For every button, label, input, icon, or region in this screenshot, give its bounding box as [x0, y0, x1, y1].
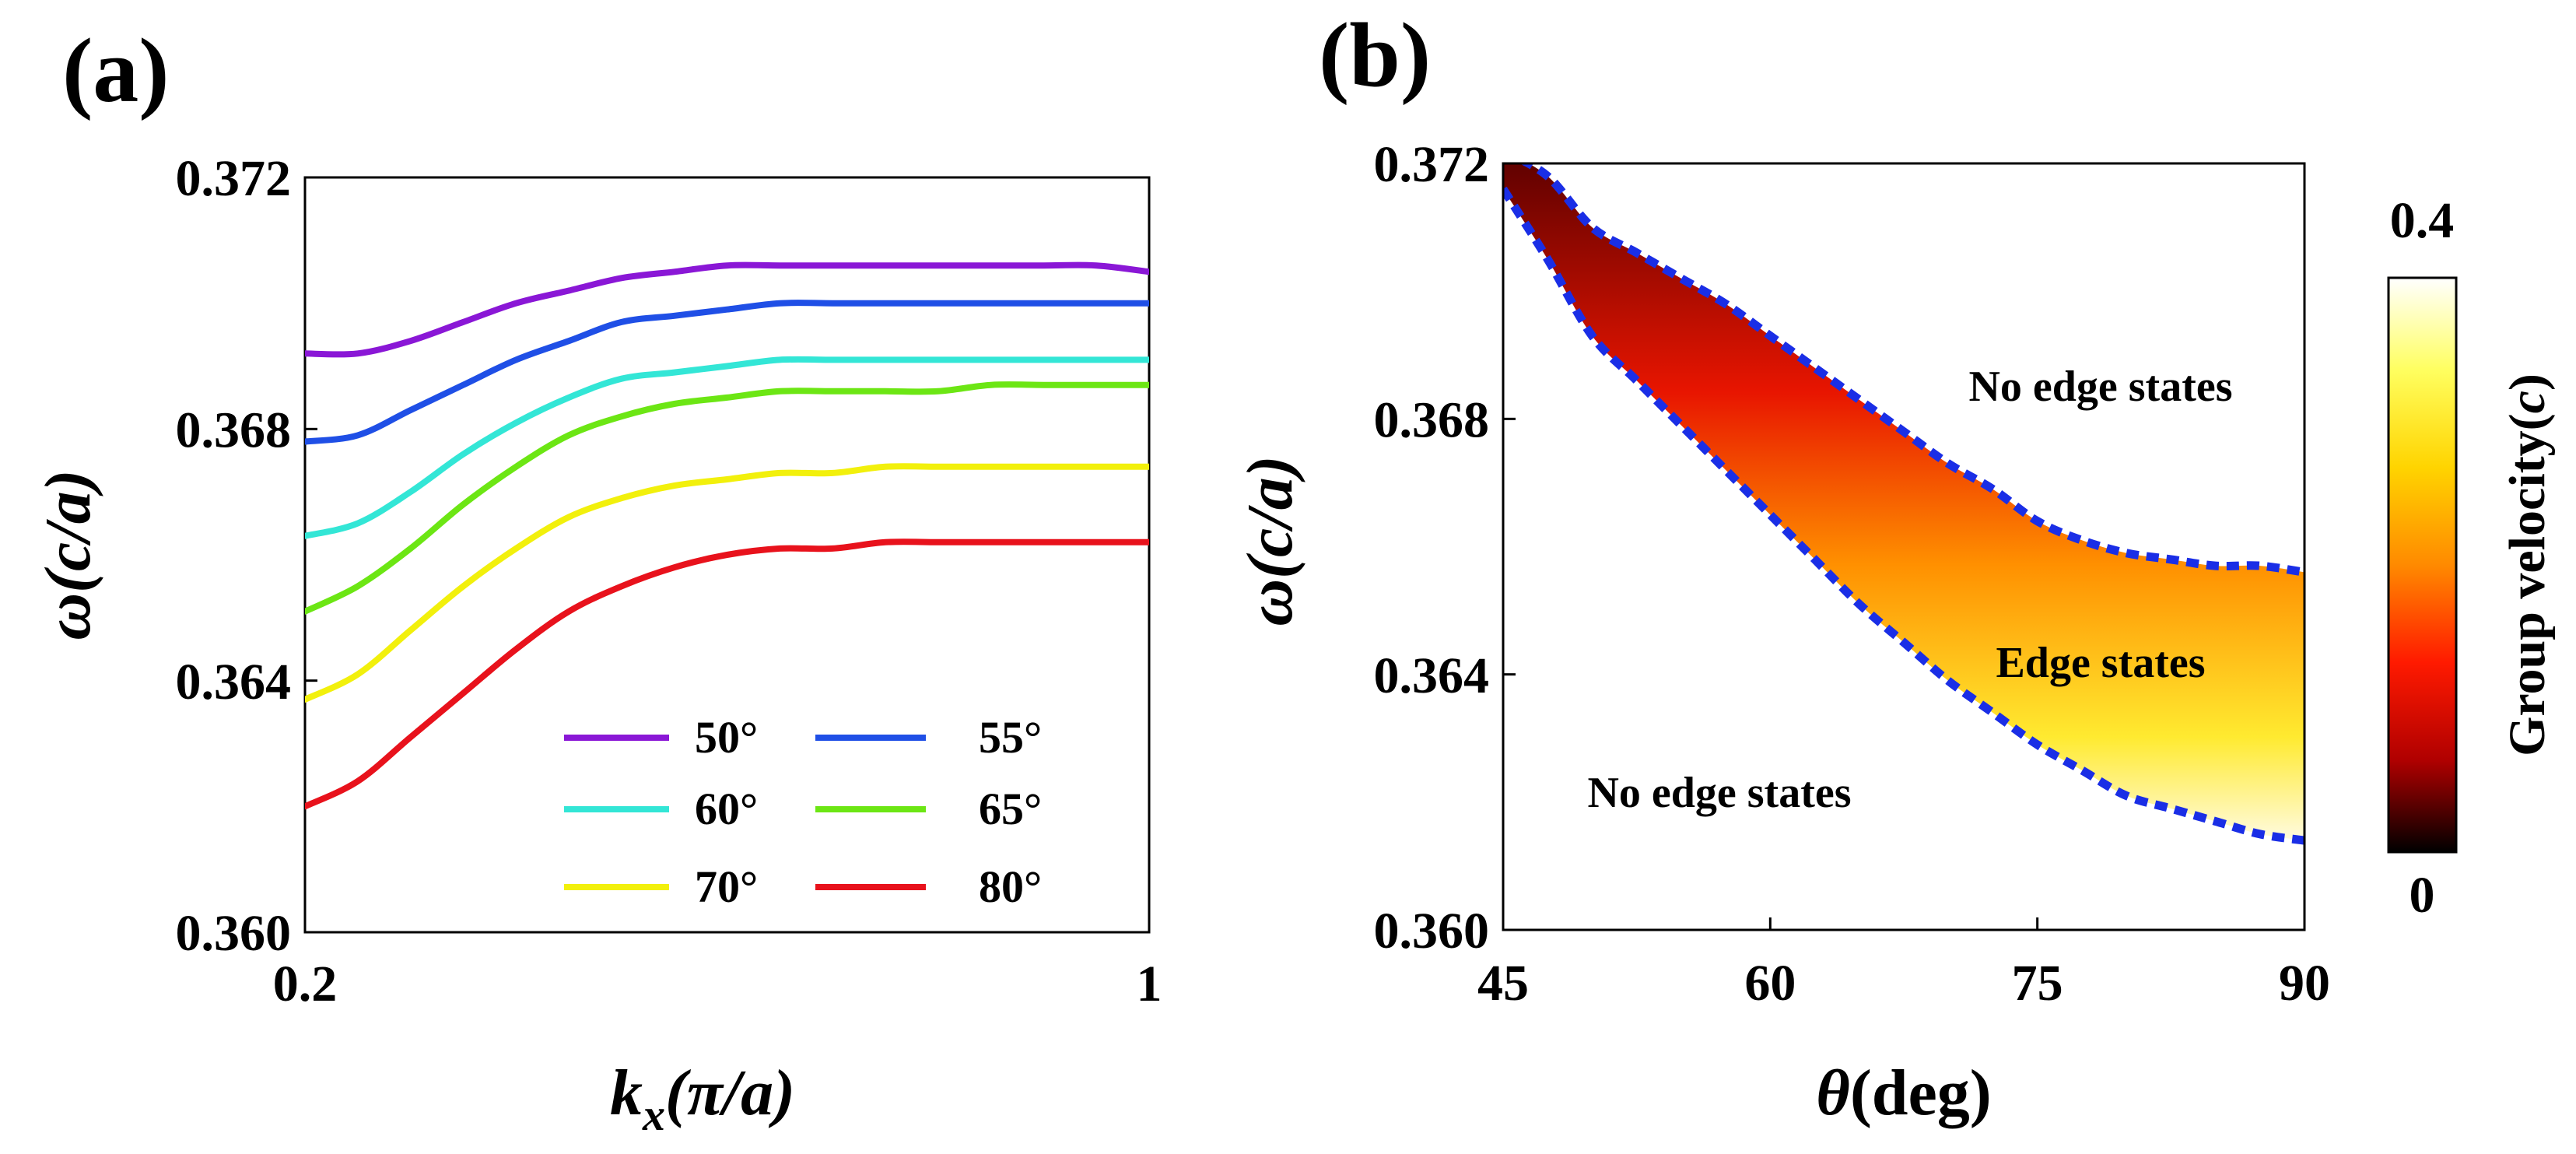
legend-label-55: 55° — [979, 712, 1042, 763]
series-line-0 — [305, 261, 1149, 358]
panel-b-y-axis-label: ω(c/a) — [1234, 455, 1306, 626]
series-line-2 — [305, 356, 1149, 539]
legend-label-60: 60° — [695, 784, 758, 834]
panel-b-label: (b) — [1319, 4, 1431, 106]
panel-a-x-axis-label: kx(π/a) — [610, 1057, 795, 1140]
legend-label-50: 50° — [695, 712, 758, 763]
x-tick-label: 1 — [1137, 956, 1162, 1012]
panel-b-x-ticks: 45 60 75 90 — [1477, 917, 2330, 1012]
y-tick-label: 0.360 — [1374, 903, 1490, 959]
panel-a-legend: 50° 55° 60° 65° 70° 80° — [564, 712, 1042, 912]
annotation-lower-region: No edge states — [1587, 769, 1851, 817]
colorbar: 0.4 0 Group velocity(c) — [2387, 192, 2556, 924]
y-tick-label: 0.360 — [176, 905, 292, 962]
lower-boundary-line — [1503, 186, 2304, 845]
x-tick-label: 0.2 — [273, 956, 338, 1012]
colorbar-max-label: 0.4 — [2390, 192, 2455, 249]
series-line-5 — [305, 538, 1149, 810]
edge-state-band — [1503, 163, 2304, 841]
panel-a-label: (a) — [62, 19, 170, 121]
series-line-4 — [305, 463, 1149, 703]
y-tick-label: 0.368 — [1374, 391, 1490, 448]
panel-b-x-axis-label: θ(deg) — [1816, 1057, 1992, 1129]
y-tick-label: 0.368 — [176, 402, 292, 458]
series-line-1 — [305, 300, 1149, 445]
legend-entry-50: 50° — [564, 712, 758, 763]
panel-a-series — [305, 261, 1149, 810]
panel-b-frame — [1502, 162, 2306, 931]
annotation-upper-region: No edge states — [1968, 363, 2232, 411]
upper-boundary-line — [1519, 163, 2304, 577]
panel-b-plot-area — [1503, 163, 2304, 845]
annotation-band-region: Edge states — [1996, 639, 2205, 687]
panel-a-frame — [303, 176, 1151, 934]
x-tick-label: 60 — [1744, 955, 1796, 1012]
legend-entry-65: 65° — [815, 784, 1042, 834]
y-tick-label: 0.372 — [1374, 136, 1490, 193]
y-tick-label: 0.372 — [176, 150, 292, 207]
colorbar-min-label: 0 — [2410, 867, 2435, 924]
x-tick-label: 45 — [1477, 955, 1529, 1012]
panel-a-x-ticks: 0.2 1 — [273, 920, 1162, 1012]
legend-label-70: 70° — [695, 861, 758, 912]
panel-a-y-ticks: 0.360 0.364 0.368 0.372 — [176, 150, 317, 962]
legend-entry-70: 70° — [564, 861, 758, 912]
x-tick-label: 75 — [2012, 955, 2063, 1012]
legend-entry-60: 60° — [564, 784, 758, 834]
y-tick-label: 0.364 — [176, 654, 292, 710]
legend-entry-80: 80° — [815, 861, 1042, 912]
legend-label-65: 65° — [979, 784, 1042, 834]
x-tick-label: 90 — [2279, 955, 2330, 1012]
legend-label-80: 80° — [979, 861, 1042, 912]
colorbar-gradient — [2387, 276, 2458, 854]
y-tick-label: 0.364 — [1374, 647, 1490, 704]
legend-entry-55: 55° — [815, 712, 1042, 763]
series-line-3 — [305, 381, 1149, 615]
panel-a-y-axis-label: ω(c/a) — [32, 469, 104, 640]
colorbar-title: Group velocity(c) — [2499, 374, 2556, 756]
panel-b-y-ticks: 0.360 0.364 0.368 0.372 — [1374, 136, 1516, 959]
